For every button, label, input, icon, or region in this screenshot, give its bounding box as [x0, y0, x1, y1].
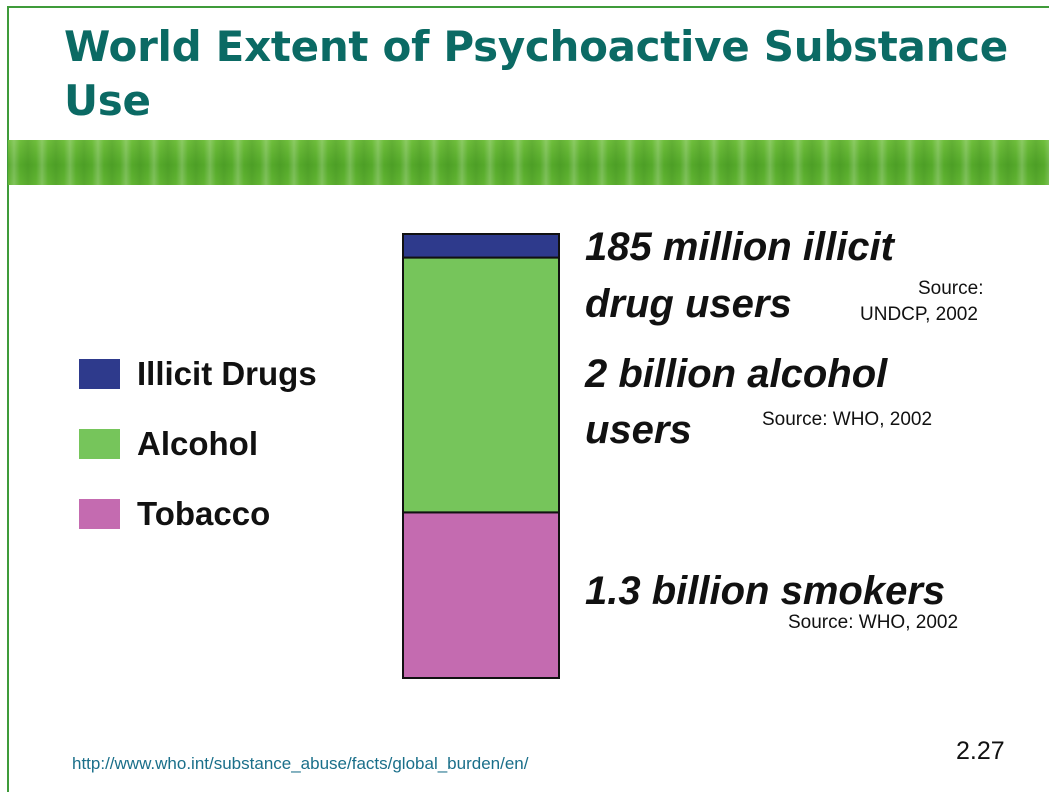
annotation-alcohol-line1: 2 billion alcohol [585, 352, 888, 396]
source-tobacco: Source: WHO, 2002 [788, 612, 959, 633]
source-alcohol: Source: WHO, 2002 [762, 409, 933, 430]
source-illicit-line1: Source: [918, 278, 984, 299]
legend-swatch-tobacco [79, 499, 120, 529]
bar-segment-illicit-drugs [402, 233, 560, 259]
annotation-tobacco-line1: 1.3 billion smokers [585, 569, 946, 613]
bar-segment-tobacco [402, 511, 560, 680]
slide-frame [7, 6, 1049, 792]
page-number: 2.27 [956, 737, 1005, 765]
legend-swatch-illicit-drugs [79, 359, 120, 389]
annotation-illicit-line1: 185 million illicit [585, 225, 894, 269]
legend-label-alcohol: Alcohol [137, 425, 258, 462]
legend-item-illicit-drugs: Illicit Drugs [79, 352, 379, 392]
legend-label-illicit-drugs: Illicit Drugs [137, 355, 317, 392]
source-illicit-line2: UNDCP, 2002 [860, 304, 978, 325]
legend-label-tobacco: Tobacco [137, 495, 271, 532]
title-divider-band [8, 140, 1049, 185]
legend-swatch-alcohol [79, 429, 120, 459]
annotation-illicit-line2: drug users [585, 282, 792, 326]
legend-item-alcohol: Alcohol [79, 422, 379, 462]
annotation-alcohol-line2: users [585, 408, 692, 452]
legend-item-tobacco: Tobacco [79, 492, 379, 532]
slide-title: World Extent of Psychoactive Substance U… [64, 22, 1008, 125]
source-url: http://www.who.int/substance_abuse/facts… [72, 754, 529, 773]
bar-segment-alcohol [402, 256, 560, 514]
